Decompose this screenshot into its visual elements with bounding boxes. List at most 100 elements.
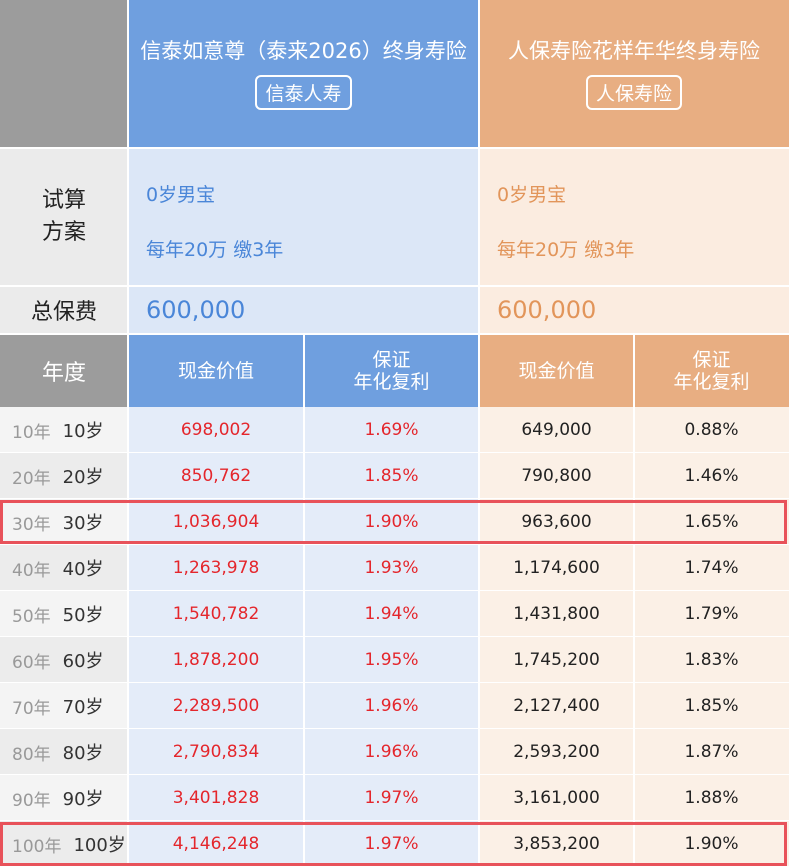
table-cell-left-cv: 850,762 xyxy=(128,453,304,499)
cell-value: 3,401,828 xyxy=(172,788,260,808)
left-company-badge: 信泰人寿 xyxy=(255,75,352,110)
left-plan-line2: 每年20万 缴3年 xyxy=(146,239,284,261)
cell-value: 1.96% xyxy=(364,742,419,762)
cell-value: 1.65% xyxy=(684,512,739,532)
row-year: 20年 xyxy=(12,468,51,489)
premium-label-cell: 总保费 xyxy=(0,286,128,334)
cell-value: 1.97% xyxy=(364,834,419,854)
cell-value: 4,146,248 xyxy=(172,834,260,854)
cell-value: 850,762 xyxy=(180,466,252,486)
right-rate-header: 保证 年化复利 xyxy=(634,334,789,407)
year-column-label: 年度 xyxy=(41,360,86,386)
left-product-header: 信泰如意尊（泰来2026）终身寿险 信泰人寿 xyxy=(128,0,479,148)
table-cell-left-cv: 2,790,834 xyxy=(128,729,304,775)
cell-value: 1.69% xyxy=(364,420,419,440)
cell-value: 1.87% xyxy=(684,742,739,762)
right-plan-cell: 0岁男宝 每年20万 缴3年 xyxy=(479,148,789,286)
cell-value: 1.93% xyxy=(364,558,419,578)
divider xyxy=(0,285,789,287)
row-label-cell: 90年 90岁 xyxy=(0,775,128,821)
plan-label-cell: 试算方案 xyxy=(0,148,128,286)
row-year: 50年 xyxy=(12,606,51,627)
table-cell-left-cv: 1,878,200 xyxy=(128,637,304,683)
table-cell-right-cv: 963,600 xyxy=(479,499,634,545)
table-cell-right-cv: 1,174,600 xyxy=(479,545,634,591)
table-cell-right-rate: 1.85% xyxy=(634,683,789,729)
table-cell-left-cv: 1,540,782 xyxy=(128,591,304,637)
right-premium-value: 600,000 xyxy=(497,296,597,324)
row-year: 30年 xyxy=(12,514,51,535)
row-label-cell: 80年 80岁 xyxy=(0,729,128,775)
cell-value: 1.96% xyxy=(364,696,419,716)
cell-value: 1.94% xyxy=(364,604,419,624)
right-cv-header: 现金价值 xyxy=(479,334,634,407)
table-cell-right-rate: 1.46% xyxy=(634,453,789,499)
table-cell-left-rate: 1.94% xyxy=(304,591,479,637)
row-year: 10年 xyxy=(12,422,51,443)
divider xyxy=(633,334,635,864)
cell-value: 649,000 xyxy=(521,420,592,440)
table-cell-right-rate: 0.88% xyxy=(634,407,789,453)
row-age: 100岁 xyxy=(73,835,126,856)
table-cell-left-cv: 1,036,904 xyxy=(128,499,304,545)
table-cell-right-cv: 790,800 xyxy=(479,453,634,499)
right-product-title: 人保寿险花样年华终身寿险 xyxy=(508,39,760,63)
cell-value: 1.90% xyxy=(364,512,419,532)
row-divider xyxy=(0,636,789,637)
row-age: 40岁 xyxy=(62,559,104,580)
cell-value: 963,600 xyxy=(521,512,592,532)
left-cv-label: 现金价值 xyxy=(177,359,254,382)
table-cell-right-cv: 1,745,200 xyxy=(479,637,634,683)
row-divider xyxy=(0,682,789,683)
cell-value: 2,790,834 xyxy=(172,742,260,762)
table-cell-left-cv: 2,289,500 xyxy=(128,683,304,729)
cell-value: 1,745,200 xyxy=(513,650,600,670)
row-age: 90岁 xyxy=(62,789,104,810)
cell-value: 1,540,782 xyxy=(172,604,260,624)
table-cell-left-rate: 1.96% xyxy=(304,683,479,729)
cell-value: 1.85% xyxy=(364,466,419,486)
table-cell-right-cv: 3,853,200 xyxy=(479,821,634,867)
row-age: 50岁 xyxy=(62,605,104,626)
row-year: 80年 xyxy=(12,744,51,765)
divider xyxy=(303,334,305,864)
table-cell-left-rate: 1.97% xyxy=(304,821,479,867)
row-label-cell: 30年 30岁 xyxy=(0,499,128,545)
cell-value: 698,002 xyxy=(180,420,252,440)
cell-value: 1.88% xyxy=(684,788,739,808)
cell-value: 3,853,200 xyxy=(513,834,600,854)
cell-value: 1.97% xyxy=(364,788,419,808)
cell-value: 1,036,904 xyxy=(172,512,260,532)
row-label-cell: 10年 10岁 xyxy=(0,407,128,453)
row-divider xyxy=(0,452,789,453)
left-premium-value: 600,000 xyxy=(146,296,246,324)
right-rate-label-1: 保证 xyxy=(692,348,731,371)
row-age: 70岁 xyxy=(62,697,104,718)
row-label-cell: 20年 20岁 xyxy=(0,453,128,499)
table-cell-right-cv: 2,593,200 xyxy=(479,729,634,775)
row-year: 40年 xyxy=(12,560,51,581)
row-divider xyxy=(0,498,789,499)
row-divider xyxy=(0,590,789,591)
table-cell-right-rate: 1.83% xyxy=(634,637,789,683)
table-cell-left-cv: 1,263,978 xyxy=(128,545,304,591)
row-year: 70年 xyxy=(12,698,51,719)
left-rate-label-1: 保证 xyxy=(372,348,411,371)
table-cell-left-rate: 1.93% xyxy=(304,545,479,591)
row-label-cell: 60年 60岁 xyxy=(0,637,128,683)
right-plan-line1: 0岁男宝 xyxy=(497,184,567,206)
cell-value: 1.79% xyxy=(684,604,739,624)
right-company-badge: 人保寿险 xyxy=(585,75,682,110)
row-age: 20岁 xyxy=(62,467,104,488)
row-age: 60岁 xyxy=(62,651,104,672)
divider xyxy=(478,0,480,864)
table-cell-left-cv: 698,002 xyxy=(128,407,304,453)
cell-value: 1,263,978 xyxy=(172,558,260,578)
table-cell-left-rate: 1.95% xyxy=(304,637,479,683)
cell-value: 1.90% xyxy=(684,834,739,854)
table-cell-right-rate: 1.65% xyxy=(634,499,789,545)
table-cell-right-rate: 1.79% xyxy=(634,591,789,637)
table-cell-right-cv: 649,000 xyxy=(479,407,634,453)
row-divider xyxy=(0,544,789,545)
